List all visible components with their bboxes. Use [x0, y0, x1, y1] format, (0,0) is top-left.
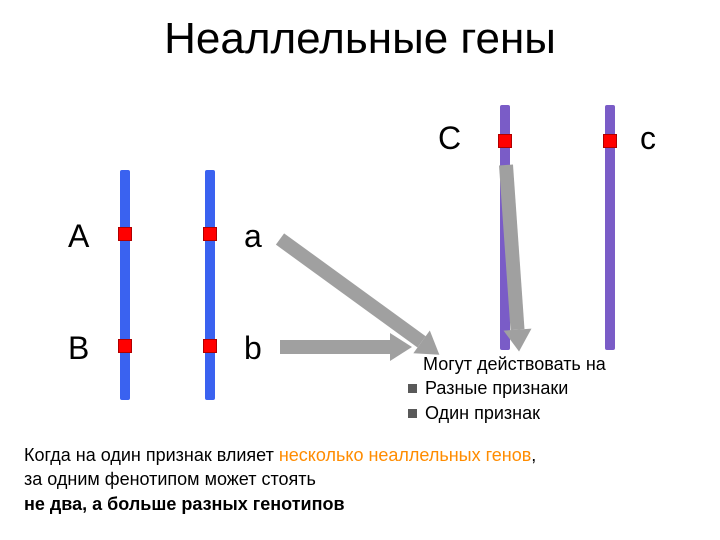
- gene-label-a: a: [244, 218, 262, 255]
- footer-highlight: несколько неаллельных генов: [279, 445, 531, 465]
- locus-A: [118, 227, 132, 241]
- locus-a: [203, 227, 217, 241]
- bullet-icon: [408, 409, 417, 418]
- chromosome-left-1: [120, 170, 130, 400]
- bullet-icon: [408, 384, 417, 393]
- page-title: Неаллельные гены: [0, 14, 720, 64]
- footer-line-1: Когда на один признак влияет несколько н…: [24, 443, 536, 467]
- footer-text: Когда на один признак влияет несколько н…: [24, 443, 536, 516]
- locus-B: [118, 339, 132, 353]
- locus-C: [498, 134, 512, 148]
- footer-line-2: за одним фенотипом может стоять: [24, 467, 536, 491]
- footer-line-3: не два, а больше разных генотипов: [24, 492, 536, 516]
- info-lead: Могут действовать на: [408, 352, 606, 376]
- info-bullet-2: Один признак: [408, 401, 606, 425]
- gene-label-b: b: [244, 330, 262, 367]
- gene-label-C: C: [438, 120, 461, 157]
- gene-label-A: A: [68, 218, 89, 255]
- chromosome-left-2: [205, 170, 215, 400]
- info-block: Могут действовать на Разные признаки Оди…: [408, 352, 606, 425]
- locus-c: [603, 134, 617, 148]
- info-bullet-1: Разные признаки: [408, 376, 606, 400]
- gene-label-B: B: [68, 330, 89, 367]
- locus-b: [203, 339, 217, 353]
- gene-label-c: c: [640, 120, 656, 157]
